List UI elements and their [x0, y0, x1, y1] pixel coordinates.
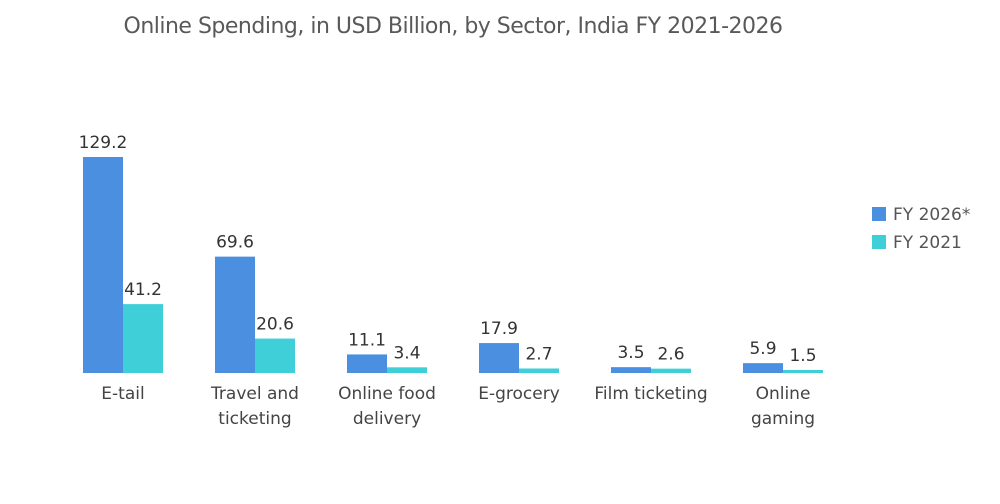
bar-fy2026 [83, 157, 123, 373]
category-label: gaming [751, 409, 815, 429]
category-label: E-grocery [478, 384, 560, 404]
category-label: ticketing [218, 409, 291, 429]
bar-fy2021 [519, 368, 559, 373]
bar-fy2021 [255, 338, 295, 373]
legend-swatch [872, 235, 886, 249]
data-label: 41.2 [124, 280, 162, 300]
data-label: 129.2 [79, 133, 128, 153]
data-label: 17.9 [480, 319, 518, 339]
bar-fy2026 [479, 343, 519, 373]
legend-label: FY 2026* [893, 205, 970, 225]
legend-label: FY 2021 [893, 233, 962, 253]
data-label: 3.4 [393, 343, 420, 363]
bar-fy2026 [743, 363, 783, 373]
bar-fy2026 [347, 354, 387, 373]
bar-fy2026 [611, 367, 651, 373]
data-label: 5.9 [749, 339, 776, 359]
category-label: Online [756, 384, 811, 404]
data-label: 11.1 [348, 330, 386, 350]
data-label: 69.6 [216, 233, 254, 253]
category-label: Online food [338, 384, 436, 404]
category-label: E-tail [101, 384, 144, 404]
data-label: 20.6 [256, 315, 294, 335]
bar-fy2026 [215, 256, 255, 373]
data-label: 2.6 [657, 345, 684, 365]
legend-swatch [872, 207, 886, 221]
category-label: Film ticketing [594, 384, 707, 404]
category-label: delivery [353, 409, 421, 429]
bar-fy2021 [387, 367, 427, 373]
data-label: 3.5 [617, 343, 644, 363]
data-label: 2.7 [525, 344, 552, 364]
data-label: 1.5 [789, 346, 816, 366]
bar-fy2021 [123, 304, 163, 373]
chart-title: Online Spending, in USD Billion, by Sect… [123, 14, 784, 39]
bar-fy2021 [651, 368, 691, 373]
bar-fy2021 [783, 370, 823, 373]
category-label: Travel and [210, 384, 299, 404]
